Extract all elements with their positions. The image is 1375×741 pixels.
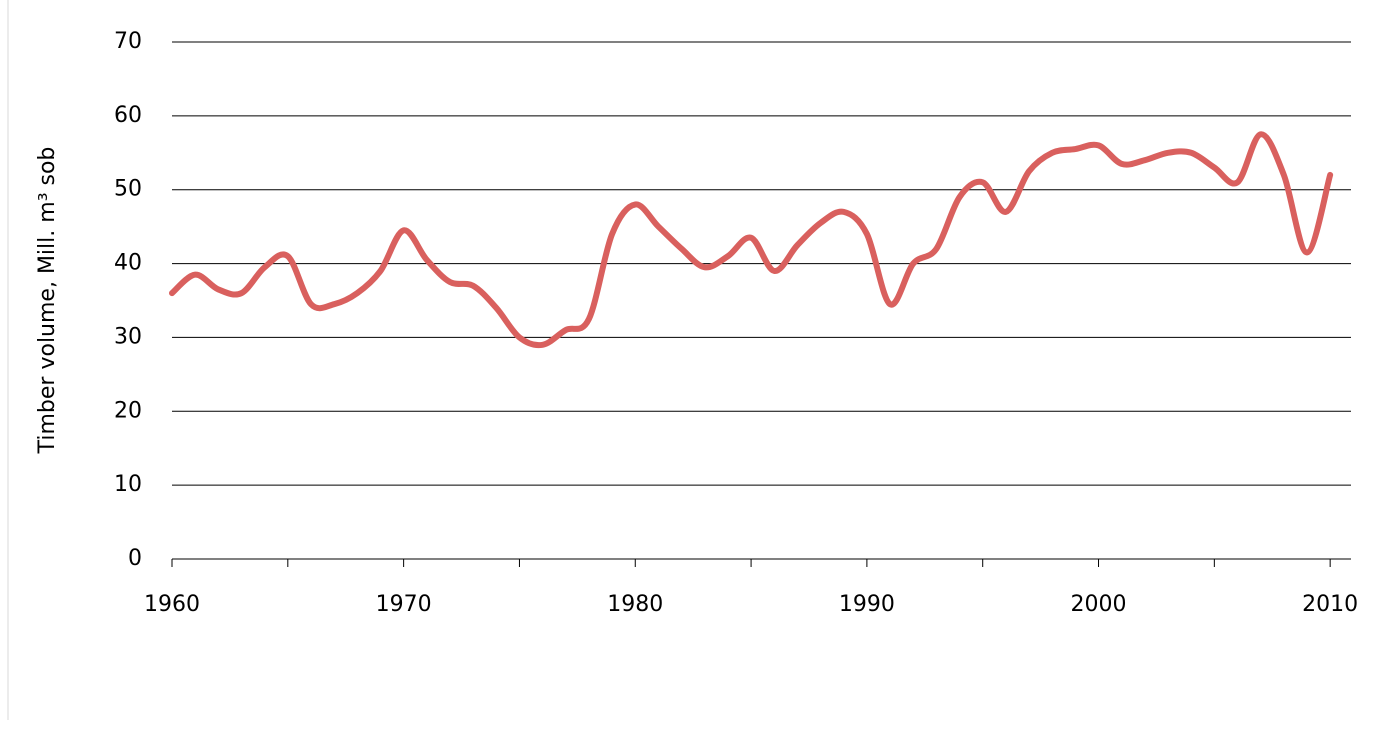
x-tick-label: 1990 (839, 592, 895, 617)
x-tick-label: 1970 (376, 592, 432, 617)
y-tick-label: 40 (114, 251, 142, 276)
y-tick-label: 30 (114, 324, 142, 349)
y-tick-label: 70 (114, 29, 142, 54)
x-tick-label: 2000 (1071, 592, 1127, 617)
y-axis-label: Timber volume, Mill. m³ sob (35, 147, 60, 455)
y-tick-label: 50 (114, 177, 142, 202)
y-tick-label: 10 (114, 472, 142, 497)
y-tick-label: 0 (128, 546, 142, 571)
x-tick-label: 1960 (144, 592, 200, 617)
x-tick-label: 1980 (607, 592, 663, 617)
y-tick-label: 20 (114, 398, 142, 423)
data-line (169, 131, 1334, 349)
x-tick-label: 2010 (1302, 592, 1358, 617)
y-tick-label: 60 (114, 103, 142, 128)
